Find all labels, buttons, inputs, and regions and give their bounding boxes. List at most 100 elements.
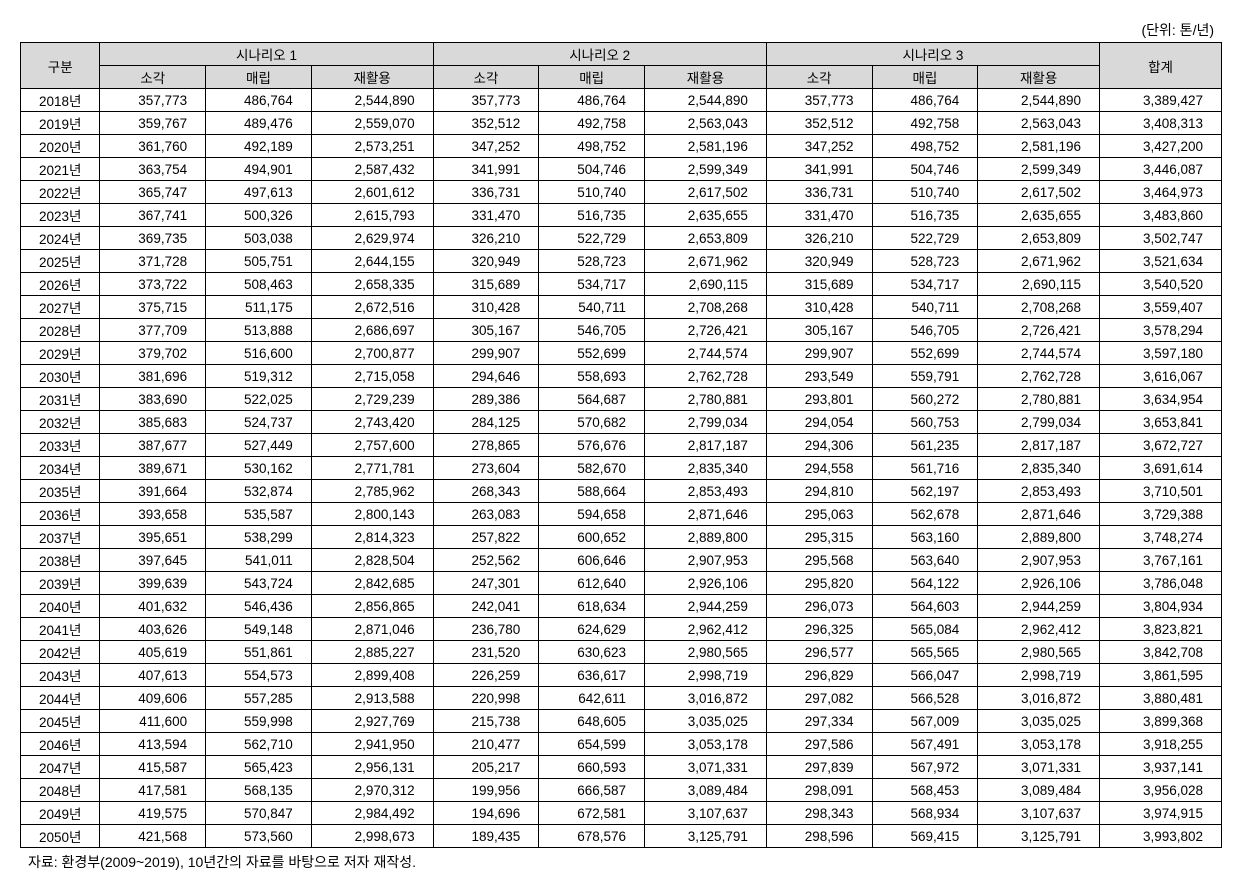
value-cell: 298,091 xyxy=(766,779,872,802)
value-cell: 242,041 xyxy=(433,595,539,618)
col-scenario-1: 시나리오 1 xyxy=(100,43,433,66)
value-cell: 2,956,131 xyxy=(311,756,433,779)
value-cell: 336,731 xyxy=(433,181,539,204)
value-cell: 295,820 xyxy=(766,572,872,595)
value-cell: 565,084 xyxy=(872,618,978,641)
value-cell: 2,726,421 xyxy=(978,319,1100,342)
table-row: 2038년397,645541,0112,828,504252,562606,6… xyxy=(21,549,1222,572)
value-cell: 3,053,178 xyxy=(645,733,767,756)
value-cell: 2,599,349 xyxy=(645,158,767,181)
value-cell: 297,839 xyxy=(766,756,872,779)
year-cell: 2023년 xyxy=(21,204,100,227)
table-row: 2021년363,754494,9012,587,432341,991504,7… xyxy=(21,158,1222,181)
value-cell: 415,587 xyxy=(100,756,206,779)
value-cell: 540,711 xyxy=(872,296,978,319)
year-cell: 2020년 xyxy=(21,135,100,158)
table-row: 2034년389,671530,1622,771,781273,604582,6… xyxy=(21,457,1222,480)
value-cell: 236,780 xyxy=(433,618,539,641)
total-cell: 3,691,614 xyxy=(1100,457,1222,480)
value-cell: 2,617,502 xyxy=(978,181,1100,204)
value-cell: 375,715 xyxy=(100,296,206,319)
col-s1-incin: 소각 xyxy=(100,66,206,89)
value-cell: 3,071,331 xyxy=(978,756,1100,779)
value-cell: 2,644,155 xyxy=(311,250,433,273)
value-cell: 2,708,268 xyxy=(645,296,767,319)
value-cell: 389,671 xyxy=(100,457,206,480)
value-cell: 2,899,408 xyxy=(311,664,433,687)
total-cell: 3,578,294 xyxy=(1100,319,1222,342)
year-cell: 2035년 xyxy=(21,480,100,503)
year-cell: 2041년 xyxy=(21,618,100,641)
value-cell: 516,600 xyxy=(206,342,312,365)
value-cell: 2,743,420 xyxy=(311,411,433,434)
value-cell: 199,956 xyxy=(433,779,539,802)
data-table: 구분 시나리오 1 시나리오 2 시나리오 3 합계 소각 매립 재활용 소각 … xyxy=(20,42,1222,848)
col-scenario-2: 시나리오 2 xyxy=(433,43,766,66)
value-cell: 564,603 xyxy=(872,595,978,618)
value-cell: 2,653,809 xyxy=(978,227,1100,250)
total-cell: 3,521,634 xyxy=(1100,250,1222,273)
value-cell: 510,740 xyxy=(539,181,645,204)
value-cell: 522,729 xyxy=(539,227,645,250)
total-cell: 3,937,141 xyxy=(1100,756,1222,779)
year-cell: 2022년 xyxy=(21,181,100,204)
source-note: 자료: 환경부(2009~2019), 10년간의 자료를 바탕으로 저자 재작… xyxy=(20,852,1222,872)
table-row: 2043년407,613554,5732,899,408226,259636,6… xyxy=(21,664,1222,687)
value-cell: 2,853,493 xyxy=(645,480,767,503)
value-cell: 411,600 xyxy=(100,710,206,733)
col-s1-landfill: 매립 xyxy=(206,66,312,89)
value-cell: 560,272 xyxy=(872,388,978,411)
value-cell: 296,073 xyxy=(766,595,872,618)
year-cell: 2027년 xyxy=(21,296,100,319)
year-cell: 2047년 xyxy=(21,756,100,779)
value-cell: 2,835,340 xyxy=(645,457,767,480)
year-cell: 2037년 xyxy=(21,526,100,549)
value-cell: 546,705 xyxy=(539,319,645,342)
value-cell: 504,746 xyxy=(539,158,645,181)
value-cell: 2,926,106 xyxy=(645,572,767,595)
value-cell: 2,871,646 xyxy=(645,503,767,526)
year-cell: 2029년 xyxy=(21,342,100,365)
value-cell: 2,828,504 xyxy=(311,549,433,572)
value-cell: 568,453 xyxy=(872,779,978,802)
value-cell: 395,651 xyxy=(100,526,206,549)
value-cell: 492,758 xyxy=(539,112,645,135)
value-cell: 273,604 xyxy=(433,457,539,480)
value-cell: 357,773 xyxy=(433,89,539,112)
total-cell: 3,446,087 xyxy=(1100,158,1222,181)
value-cell: 2,962,412 xyxy=(978,618,1100,641)
value-cell: 558,693 xyxy=(539,365,645,388)
value-cell: 393,658 xyxy=(100,503,206,526)
col-group: 구분 xyxy=(21,43,100,89)
value-cell: 331,470 xyxy=(433,204,539,227)
value-cell: 606,646 xyxy=(539,549,645,572)
value-cell: 298,343 xyxy=(766,802,872,825)
value-cell: 341,991 xyxy=(433,158,539,181)
total-cell: 3,389,427 xyxy=(1100,89,1222,112)
value-cell: 497,613 xyxy=(206,181,312,204)
value-cell: 2,926,106 xyxy=(978,572,1100,595)
value-cell: 513,888 xyxy=(206,319,312,342)
value-cell: 417,581 xyxy=(100,779,206,802)
value-cell: 369,735 xyxy=(100,227,206,250)
value-cell: 546,705 xyxy=(872,319,978,342)
value-cell: 2,544,890 xyxy=(311,89,433,112)
total-cell: 3,861,595 xyxy=(1100,664,1222,687)
total-cell: 3,672,727 xyxy=(1100,434,1222,457)
value-cell: 498,752 xyxy=(539,135,645,158)
value-cell: 567,009 xyxy=(872,710,978,733)
value-cell: 2,871,046 xyxy=(311,618,433,641)
value-cell: 612,640 xyxy=(539,572,645,595)
value-cell: 407,613 xyxy=(100,664,206,687)
value-cell: 310,428 xyxy=(766,296,872,319)
value-cell: 2,817,187 xyxy=(978,434,1100,457)
value-cell: 552,699 xyxy=(539,342,645,365)
col-s2-recycle: 재활용 xyxy=(645,66,767,89)
value-cell: 504,746 xyxy=(872,158,978,181)
value-cell: 666,587 xyxy=(539,779,645,802)
value-cell: 3,125,791 xyxy=(645,825,767,848)
value-cell: 557,285 xyxy=(206,687,312,710)
year-cell: 2028년 xyxy=(21,319,100,342)
value-cell: 494,901 xyxy=(206,158,312,181)
value-cell: 391,664 xyxy=(100,480,206,503)
